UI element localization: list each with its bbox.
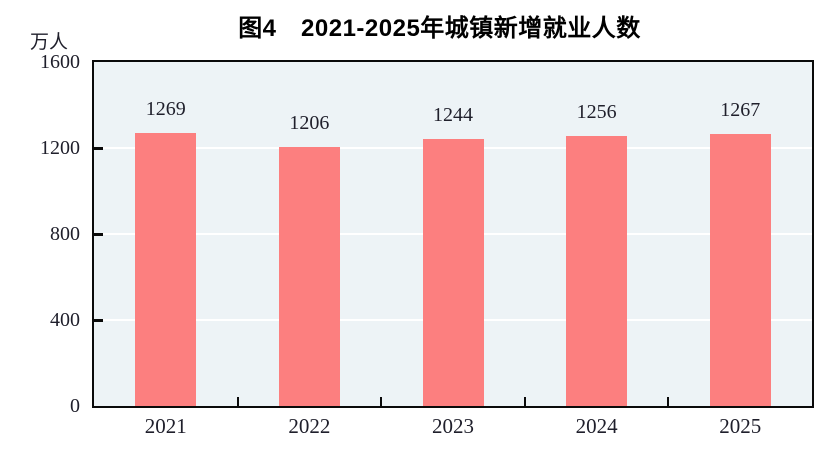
bar-value-label-2023: 1244 — [432, 103, 473, 126]
x-axis-tick-mark-1 — [236, 397, 239, 406]
bar-value-label-2022: 1206 — [289, 111, 330, 134]
y-axis-label-0: 0 — [70, 395, 80, 417]
y-axis-tick-mark-1200 — [94, 146, 103, 150]
bar-2024 — [566, 135, 628, 406]
x-axis-label-2022: 2022 — [288, 414, 331, 438]
x-axis-tick-mark-2 — [380, 397, 383, 406]
y-axis-tick-mark-800 — [94, 232, 103, 236]
x-axis-tick-mark-4 — [667, 397, 670, 406]
bar-value-label-2025: 1267 — [720, 98, 761, 121]
y-axis-label-400: 400 — [50, 309, 80, 331]
x-axis-label-2021: 2021 — [144, 414, 187, 438]
y-axis-label-1600: 1600 — [40, 51, 80, 73]
x-axis-label-2023: 2023 — [431, 414, 474, 438]
bar-value-label-2024: 1256 — [576, 100, 617, 123]
x-axis-label-2024: 2024 — [575, 414, 618, 438]
x-axis-tick-mark-3 — [523, 397, 526, 406]
bar-2025 — [709, 133, 771, 406]
y-axis-label-1200: 1200 — [40, 137, 80, 159]
chart-title: 图4 2021-2025年城镇新增就业人数 — [238, 15, 641, 42]
bar-value-label-2021: 1269 — [145, 98, 186, 121]
plot-area: 1269 1206 1244 1256 1267 — [92, 60, 814, 408]
y-axis-tick-mark-400 — [94, 318, 103, 322]
y-axis-unit-label: 万人 — [30, 32, 69, 53]
bar-2021 — [135, 133, 197, 406]
bar-2022 — [278, 146, 340, 406]
bar-2023 — [422, 138, 484, 406]
y-axis-label-800: 800 — [50, 223, 80, 245]
x-axis-label-2025: 2025 — [719, 414, 762, 438]
